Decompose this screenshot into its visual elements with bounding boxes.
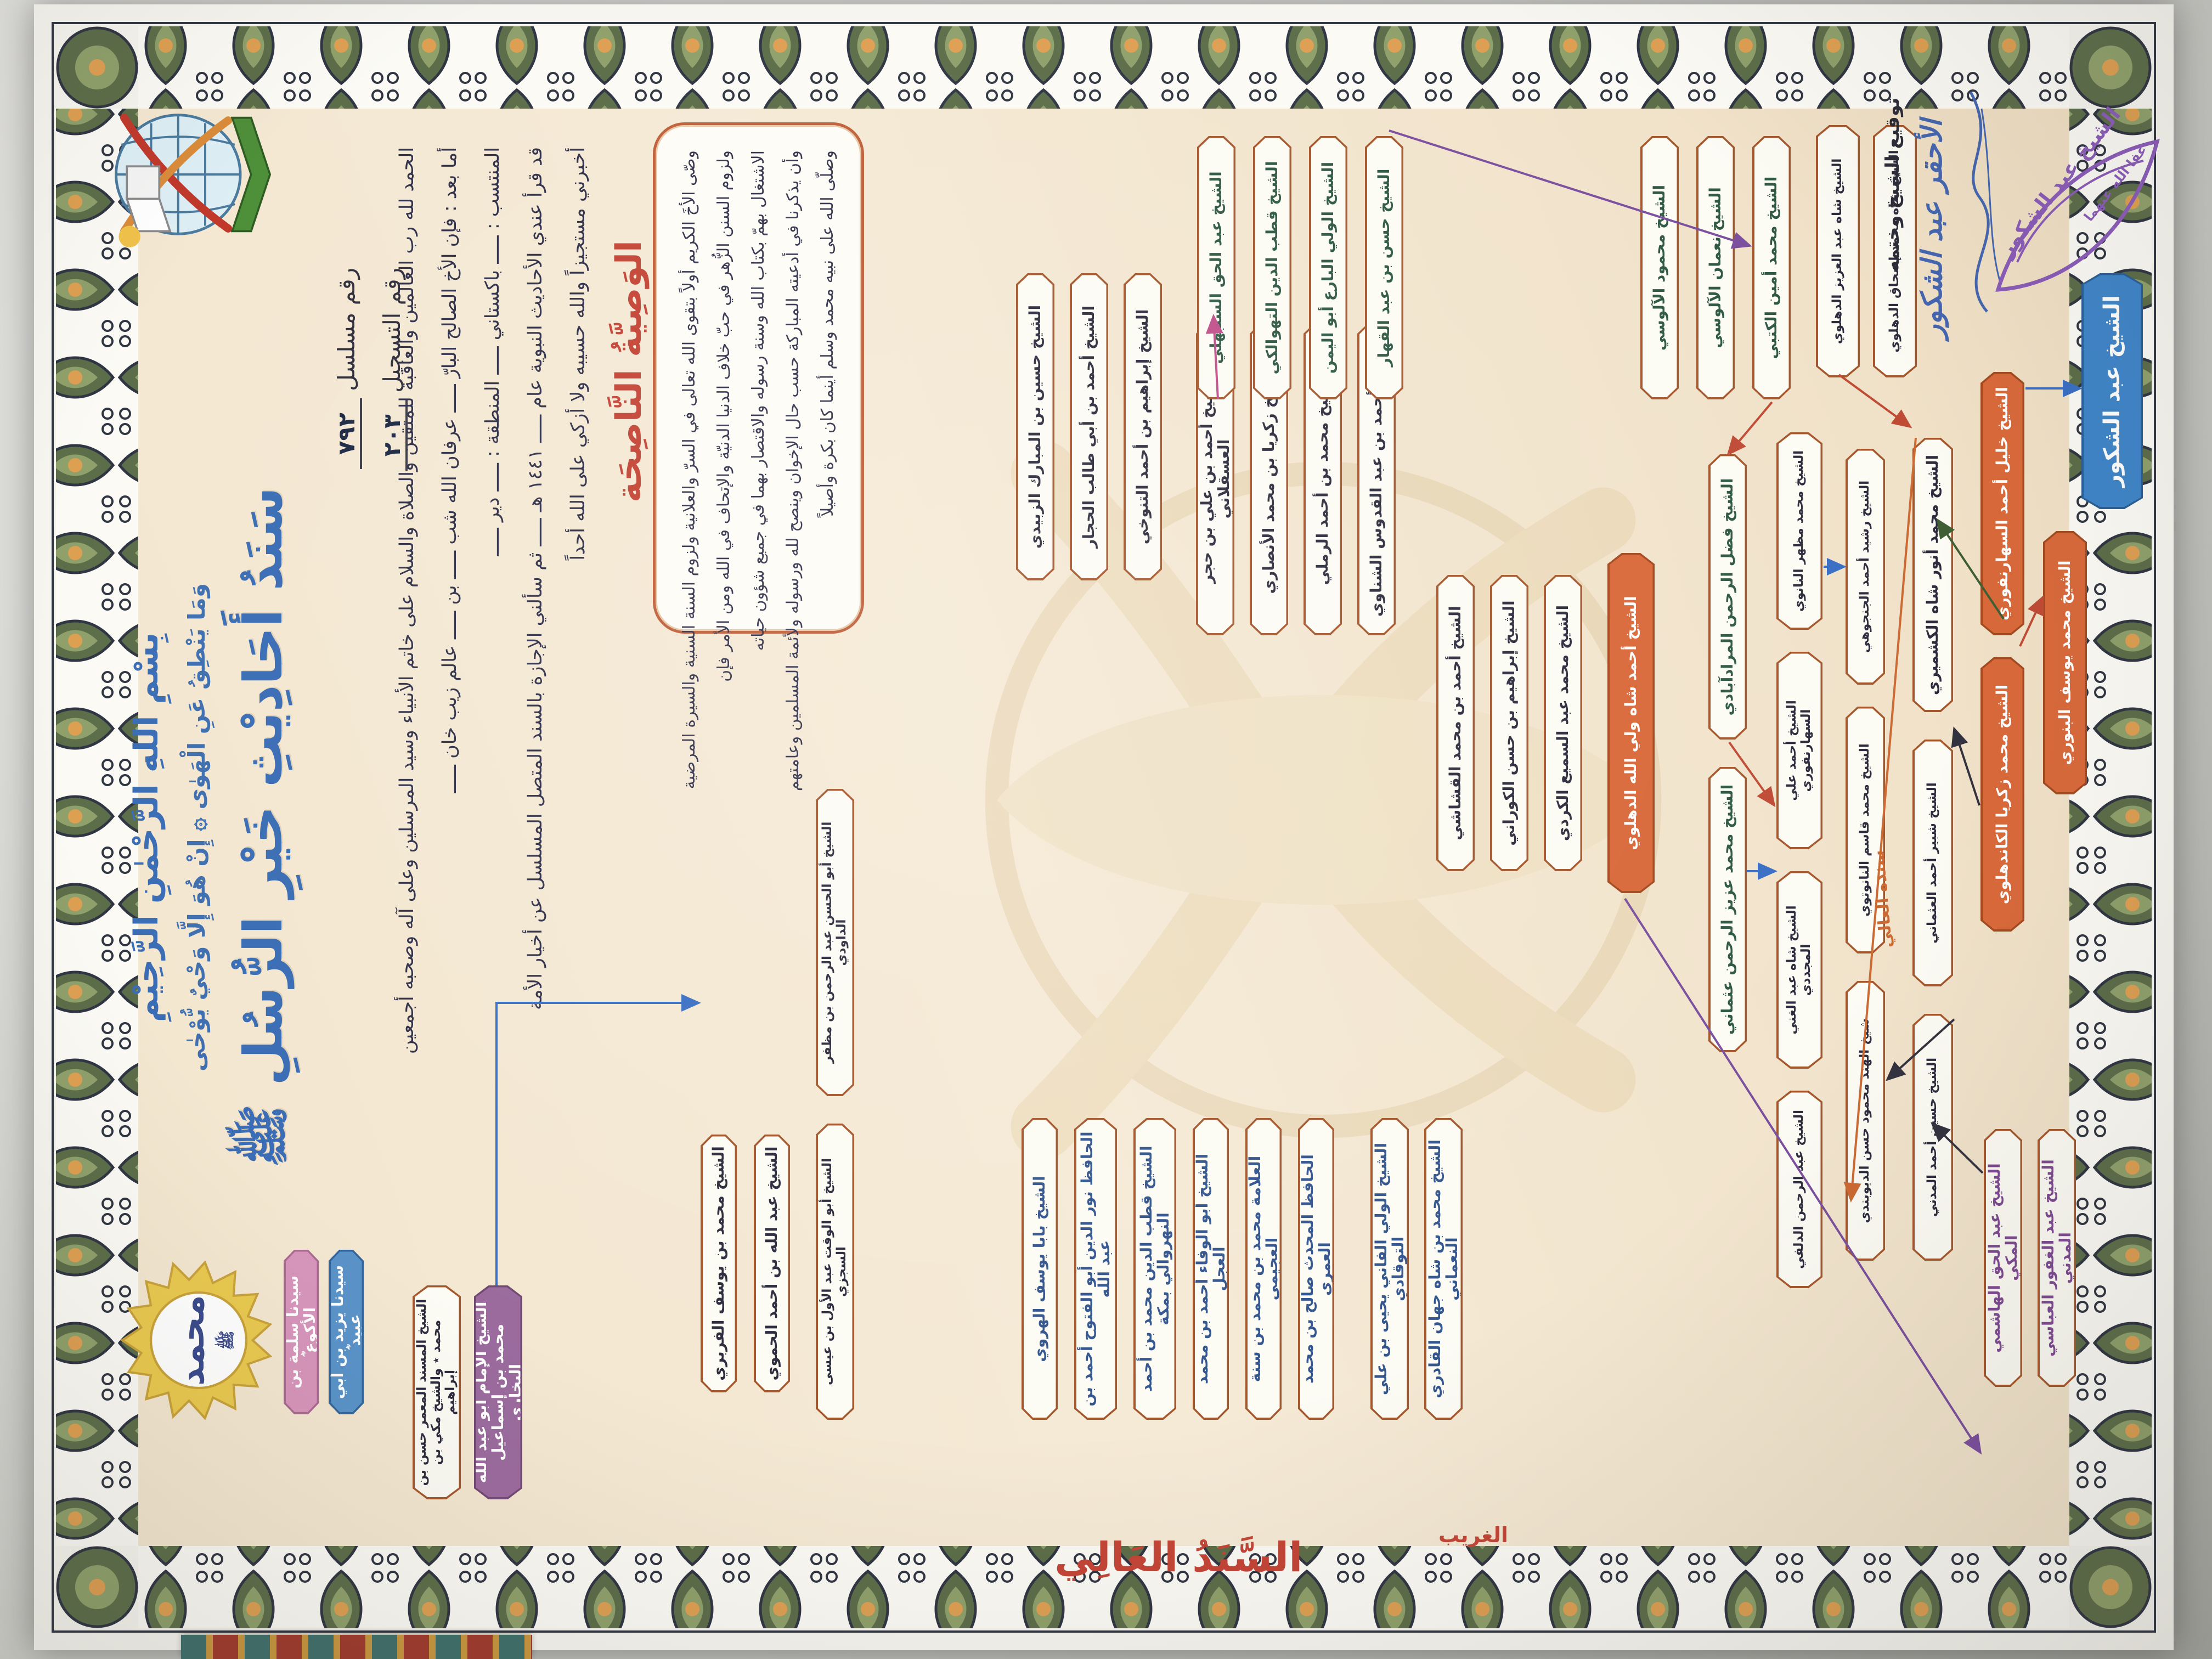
chain-node: الشيخ قطب الدين التهوالكي [1253, 136, 1291, 399]
wasiyya-line: الاشتغال بهمّ بكتاب الله وسنة رسوله والا… [749, 150, 768, 651]
intro-line: قد قرأ عندي الأحاديث النبوية عام ـــــ ١… [524, 147, 546, 1011]
second-document-edge [181, 1635, 532, 1659]
serial-value: ٧٩٢ [333, 398, 362, 470]
chain-node: الشيخ المسند المعمر حسن بن محمد ٭ والشيخ… [413, 1285, 461, 1499]
serial-number-row: رقم مسلسل ٧٩٢ [333, 268, 362, 470]
chain-node: العلامة محمد بن محمد بن سنة العجيمي [1245, 1118, 1282, 1420]
chain-node: الشيخ عبد الله بن أحمد الحموي [754, 1135, 790, 1392]
signature-name: الأحقر عبد الشكور [1916, 120, 1949, 338]
sun-icon [119, 225, 140, 247]
intro-line: أخبرني مستجيزاً والله حسيبه ولا أزكي على… [567, 147, 589, 561]
bismillah-calligraphy: بِسْمِ اللهِ الرَّحْمٰنِ الرَّحِيْمِ [127, 632, 166, 1023]
chain-node: الشيخ عبد الغفور العباسي المدني [2038, 1129, 2076, 1387]
chain-node: الحافظ المحدث صالح بن محمد العمري [1298, 1118, 1334, 1420]
chain-node: الشيخ أبو الحسن عبد الرحمن بن مظفر الداو… [816, 789, 854, 1096]
chain-node: الشيخ إبراهيم بن حسن الكوراني [1490, 575, 1528, 871]
chain-node: الشيخ محمد بن شاه جهان القادري النعماني [1424, 1118, 1463, 1420]
chain-node: شيخ الهند محمود حسن الديوبندي [1846, 981, 1885, 1261]
chain-node: الشيخ نعمان الآلوسي [1696, 136, 1735, 399]
high-sanad-caption: السَّنَدُ العَالِي [1054, 1534, 1303, 1581]
intro-line: المنتسب : ـــــ باكستاني ـــــ المنطقة :… [482, 147, 504, 556]
intro-text-block: الحمد لله رب العالمين والعاقبة للمتقين و… [396, 147, 610, 1266]
chain-node: الشيخ أحمد شاه ولي الله الدهلوي [1607, 553, 1655, 893]
chain-node: الشيخ الولي الفاني يحيى بن علي التوقادي [1370, 1118, 1409, 1420]
chain-node: الشيخ أبو الوقت عبد الأول بن عيسى السجزي [816, 1124, 854, 1420]
chain-node: الشيخ محمد أمين الكتبي [1752, 136, 1791, 399]
photographed-certificate: رقم مسلسل ٧٩٢ رقم التسجيل ٢٠٣ محمد ﷺ بِس… [34, 4, 2174, 1650]
wasiyya-box: وصّى الأخَ الكريم أولاً بتقوى الله تعالى… [653, 122, 864, 792]
chain-node: الحافظ نور الدين أبو الفتوح أحمد بن عبد … [1074, 1118, 1117, 1420]
quran-verse: وَمَا يَنْطِقُ عَنِ الْهَوٰى ۞ إِنْ هُوَ… [183, 583, 210, 1072]
chain-node: الشيخ رشيد أحمد الجنجوهي [1846, 449, 1885, 685]
wasiyya-title: الوَصِيَّةُ النَّاصِحَة [609, 240, 650, 503]
chain-node: الشيخ محمد بن يوسف الفربري [701, 1135, 737, 1392]
intro-line: الحمد لله رب العالمين والعاقبة للمتقين و… [396, 147, 418, 1054]
wasiyya-line: وصّى الأخَ الكريم أولاً بتقوى الله تعالى… [680, 150, 699, 789]
chain-node: الشيخ محمد يوسف البنوري [2043, 531, 2087, 794]
organization-logo [115, 114, 272, 247]
chain-node: الشيخ الولي البارع أبو اليمن [1309, 136, 1347, 399]
chain-node: سيدنا يزيد بن أبي عبيد ؓ [329, 1250, 364, 1414]
chain-node: الشيخ قطب الدين محمد بن أحمد النهروالي ب… [1133, 1118, 1176, 1420]
signature-flourish [1969, 91, 2002, 313]
chain-node: الشيخ شاه عبد الغني المجددي [1776, 871, 1822, 1069]
chain-node: الشيخ محمد زكريا الكاندهلوي [1980, 657, 2024, 932]
prophet-medallion: محمد ﷺ [119, 1260, 278, 1420]
chain-node: الشيخ شاه عبد العزيز الدهلوي [1816, 125, 1860, 377]
chain-node: الشيخ أبو الوفاء أحمد بن محمد العجل [1193, 1118, 1229, 1420]
wasiyya-line: ولزوم السنن الزُّهر في حبّ خلاف الدنيا ا… [714, 150, 733, 682]
chain-node: الشيخ الإمام أبو عبد الله محمد بن إسماعي… [474, 1285, 522, 1499]
wasiyya-line: وصلّى الله على نبيه محمد وسلم أينما كان … [818, 150, 837, 517]
chain-node: الشيخ محمد عبد السميع الكردي [1544, 575, 1582, 871]
chain-node: الشيخ محمد أنور شاه الكشميري [1912, 438, 1953, 712]
chain-node: الشيخ محمود الآلوسي [1640, 136, 1679, 399]
certificate-page: رقم مسلسل ٧٩٢ رقم التسجيل ٢٠٣ محمد ﷺ بِس… [34, 4, 2174, 1650]
chain-node: الشيخ بابا يوسف الهروي [1022, 1118, 1058, 1420]
chain-node: الشيخ محمد عزيز الرحمن عثماني [1708, 767, 1747, 1052]
ornate-border [52, 22, 2156, 1633]
chain-node: الشيخ أحمد علي السهارنفوري [1776, 652, 1822, 849]
chain-node: الشيخ حسين أحمد المدني [1912, 1014, 1953, 1261]
signature-label: توقيع الشيخ وختمه [1882, 98, 1904, 272]
intro-line: أما بعد : فإن الأخ الصالح البارّ ـــــ ع… [439, 147, 461, 793]
chain-node: الشيخ محمد مظهر النانوي [1776, 432, 1822, 630]
chain-node: الشيخ خليل أحمد السهارنفوري [1980, 372, 2024, 635]
wasiyya-line: وأن يذكرنا في أدعيته المباركة حسب حال ال… [783, 150, 803, 792]
chain-node: الشيخ شبير أحمد العثماني [1912, 740, 1953, 986]
open-book-icon [119, 165, 172, 247]
chain-node: الشيخ حسن بن عبد القهار [1365, 136, 1403, 399]
banner-ribbon [230, 116, 272, 233]
chain-node: سيدنا سلمة بن الأكوع ؓ [284, 1250, 319, 1414]
chain-node: الشيخ حسين بن المبارك الزبيدي [1016, 273, 1054, 580]
chain-node: الشيخ عبد الرحمن الدلفي [1776, 1091, 1822, 1288]
crescent-stamp: الشيخ عبد الشكور عفا الله عنهما [1987, 70, 2168, 323]
chain-node: الشيخ عبد الحق السنبهلي [1197, 136, 1235, 399]
chain-node: الشيخ فضل الرحمن المرادآبادي [1708, 454, 1747, 740]
chain-node: الشيخ أحمد بن محمد القشاشي [1436, 575, 1475, 871]
chain-node: الشيخ أحمد بن أبي طالب الحجار [1070, 273, 1108, 580]
chain-node: الشيخ عبد الحق الهاشمي المكي [1984, 1129, 2022, 1387]
chain-node: الشيخ إبراهيم بن أحمد التنوخي [1124, 273, 1162, 580]
high-sanad-caption-2: الغريب [1438, 1523, 1508, 1547]
border-corner-rosettes [56, 26, 2152, 1628]
certificate-title: سَنَدُ أَحَادِيْثِ خَيْرِ الرُّسُلِ ﷺ [233, 487, 294, 1168]
